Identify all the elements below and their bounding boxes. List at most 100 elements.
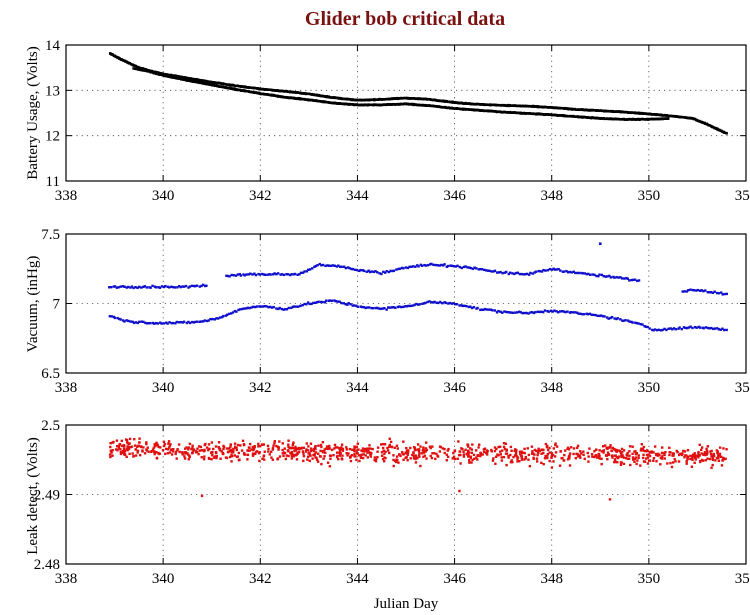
vacuum-point: [719, 328, 722, 331]
leak-point: [595, 448, 598, 451]
vacuum-point: [387, 270, 391, 274]
leak-point: [481, 453, 484, 456]
vacuum-point: [518, 272, 521, 276]
leak-point: [183, 455, 186, 458]
vacuum-point: [388, 306, 392, 309]
leak-point: [269, 450, 273, 454]
vacuum-point: [483, 307, 487, 311]
leak-point: [126, 448, 129, 452]
vacuum-point: [258, 273, 261, 276]
leak-point: [718, 454, 721, 457]
battery-point: [526, 112, 529, 115]
vacuum-point: [398, 267, 402, 270]
vacuum-point: [368, 270, 372, 274]
leak-point: [345, 446, 348, 449]
battery-point: [492, 103, 495, 107]
leak-point: [711, 457, 714, 461]
vacuum-point: [202, 320, 205, 323]
leak-point: [308, 451, 311, 454]
leak-point: [610, 449, 613, 452]
leak-point: [643, 460, 647, 463]
vacuum-point: [171, 321, 175, 325]
leak-point: [412, 457, 416, 460]
battery-panel: Battery Usage, (Volts) 338 340 342 344 346 34…: [25, 38, 750, 204]
leak-point: [428, 445, 432, 448]
vacuum-point: [267, 305, 270, 309]
vacuum-point: [121, 285, 125, 288]
leak-point: [717, 454, 720, 457]
leak-point: [275, 444, 278, 448]
vacuum-point: [241, 307, 244, 311]
vacuum-point: [411, 265, 415, 268]
leak-point: [287, 439, 290, 442]
leak-point: [288, 447, 291, 450]
leak-point: [648, 450, 652, 454]
leak-point: [540, 448, 544, 451]
leak-point: [513, 454, 517, 457]
leak-point: [624, 456, 628, 460]
vacuum-point: [715, 291, 719, 295]
leak-point: [302, 454, 306, 458]
battery-point: [222, 85, 225, 89]
leak-point: [578, 454, 582, 458]
vacuum-point: [626, 319, 630, 322]
leak-point: [166, 448, 170, 451]
vacuum-ytick-label: 7.5: [41, 227, 60, 243]
leak-point: [413, 448, 417, 452]
leak-point: [661, 446, 664, 449]
leak-point: [468, 461, 471, 464]
vacuum-point: [359, 268, 362, 272]
leak-point: [545, 445, 549, 449]
vacuum-point: [145, 322, 149, 325]
leak-point: [312, 453, 315, 457]
vacuum-point: [643, 325, 646, 328]
leak-point: [604, 454, 608, 457]
leak-point: [401, 452, 405, 456]
vacuum-point: [619, 318, 622, 321]
vacuum-point: [205, 284, 208, 287]
leak-xtick-label: 348: [540, 571, 563, 587]
vacuum-point: [617, 276, 620, 279]
leak-point: [509, 453, 512, 457]
vacuum-point: [266, 273, 269, 276]
battery-point: [190, 77, 194, 80]
leak-point: [187, 458, 191, 461]
vacuum-point: [448, 301, 452, 305]
leak-point: [653, 445, 657, 448]
leak-point: [602, 451, 605, 454]
leak-point: [153, 443, 156, 446]
leak-point: [309, 447, 313, 450]
leak-point: [558, 464, 562, 467]
leak-point: [133, 444, 137, 447]
vacuum-point: [576, 271, 579, 275]
vacuum-point: [566, 310, 569, 313]
vacuum-point: [258, 305, 261, 308]
leak-point: [126, 445, 129, 448]
vacuum-point: [207, 319, 210, 322]
leak-point: [540, 461, 543, 465]
vacuum-point: [170, 322, 173, 325]
leak-point: [446, 449, 450, 452]
vacuum-point: [182, 320, 186, 323]
leak-point: [583, 457, 586, 461]
leak-point: [514, 452, 518, 456]
leak-point: [138, 441, 141, 444]
vacuum-point: [331, 264, 335, 267]
leak-point: [601, 445, 605, 448]
leak-point: [203, 455, 206, 458]
vacuum-point: [200, 320, 203, 323]
leak-point: [462, 455, 466, 458]
leak-point: [528, 464, 532, 468]
leak-point: [270, 456, 273, 459]
leak-point: [535, 449, 538, 453]
vacuum-point: [118, 317, 121, 321]
battery-point: [573, 115, 576, 118]
vacuum-point: [392, 269, 396, 272]
battery-point: [623, 111, 626, 114]
battery-point: [329, 96, 332, 99]
leak-point: [414, 457, 417, 461]
vacuum-point: [340, 301, 343, 305]
leak-point: [236, 443, 240, 447]
vacuum-point: [402, 305, 405, 309]
leak-point: [505, 463, 508, 467]
